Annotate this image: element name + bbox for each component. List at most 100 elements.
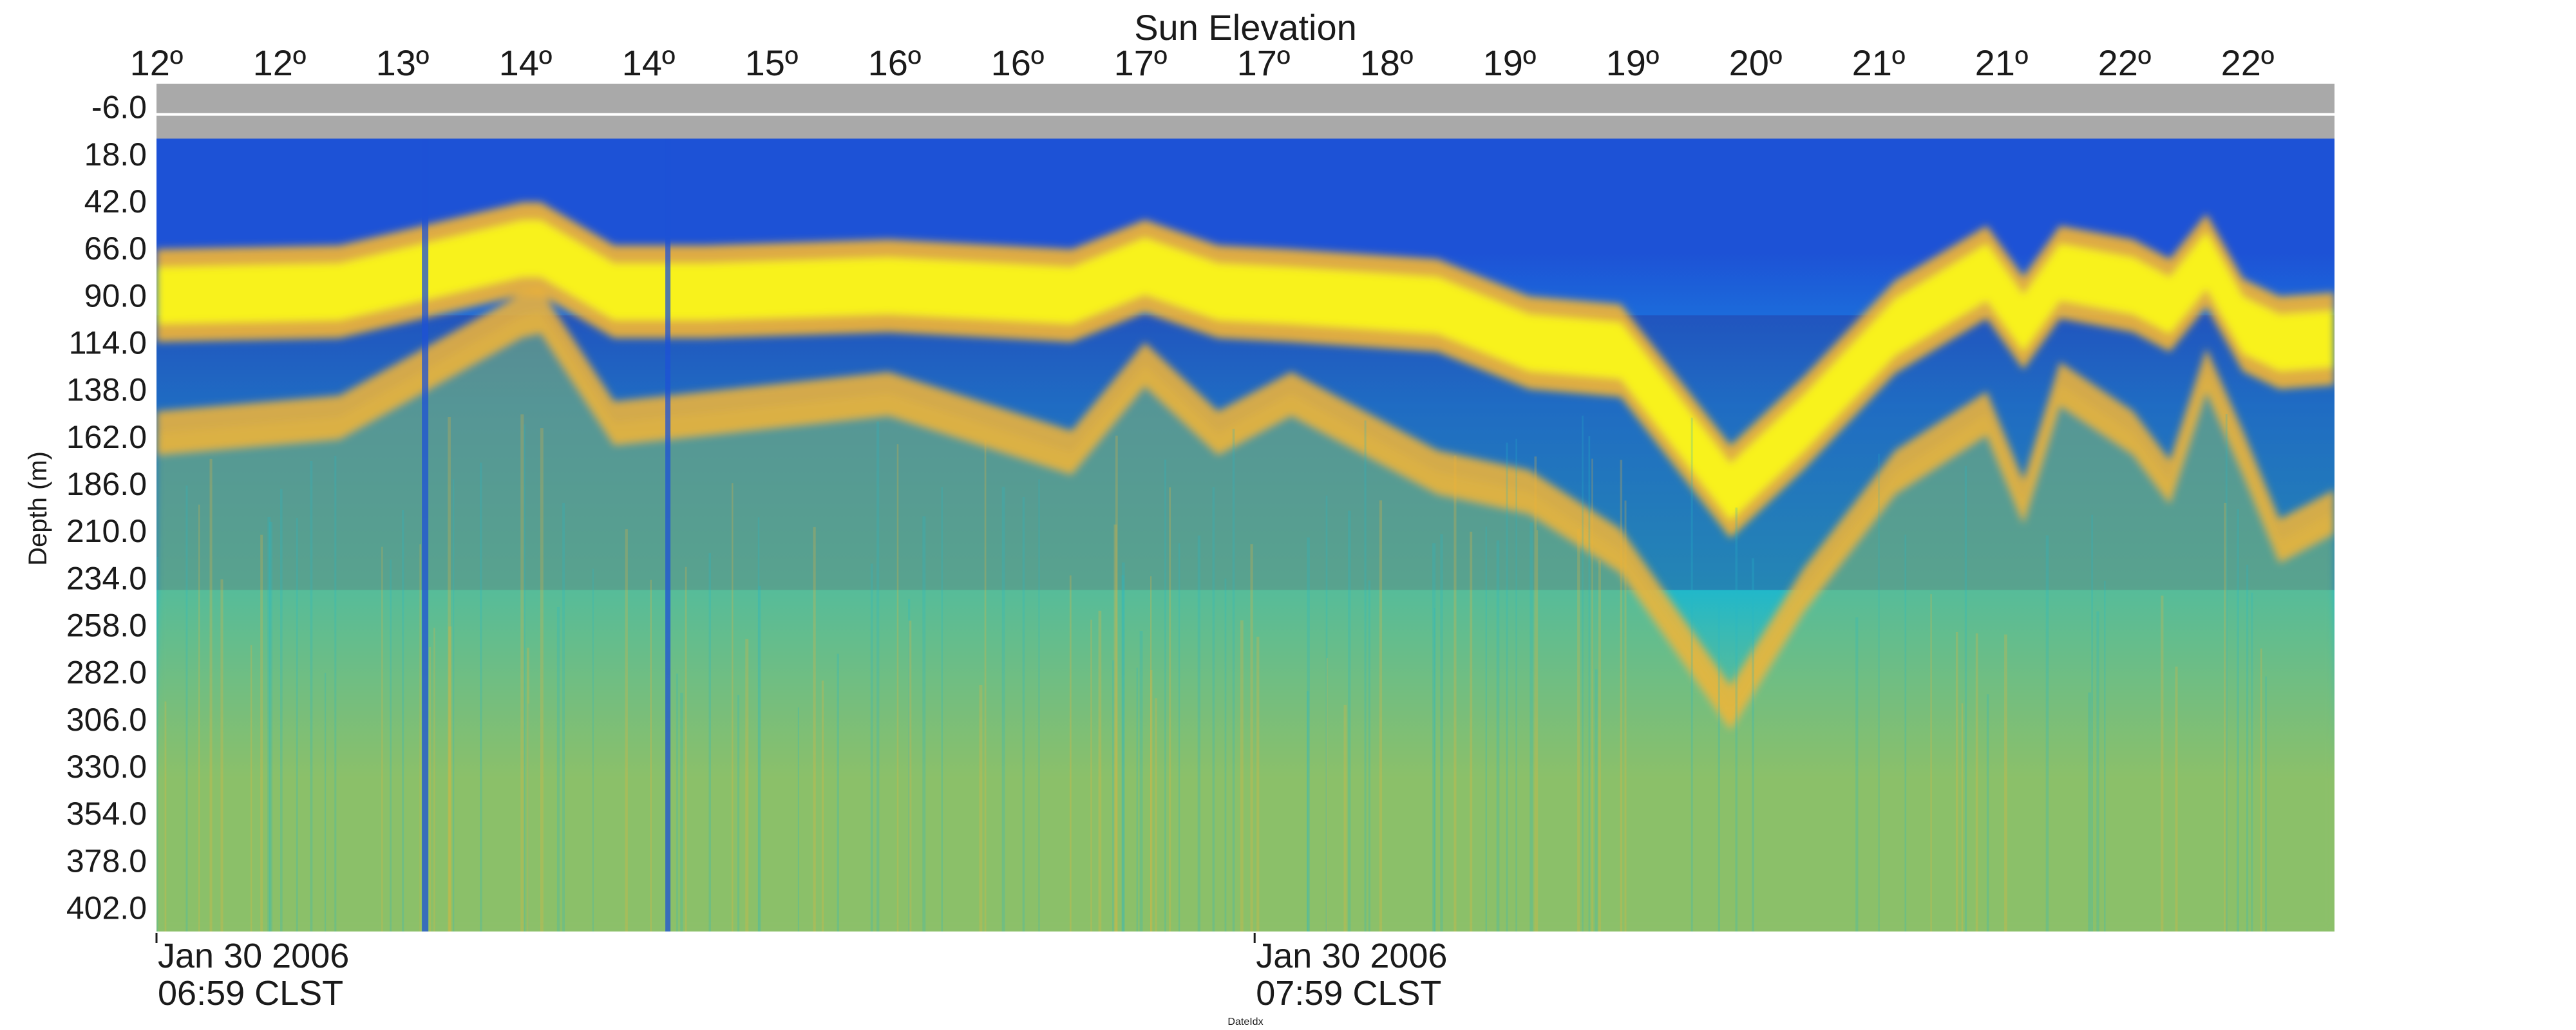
- no-data-zone: [156, 84, 2334, 139]
- depth-tick-label: 378.0: [66, 843, 147, 879]
- ping-streak: [1930, 594, 1932, 932]
- ping-streak: [2175, 666, 2178, 932]
- ping-streak: [1169, 487, 1171, 932]
- ping-streak: [1038, 479, 1040, 932]
- ping-streak: [908, 599, 911, 932]
- ping-streak: [1454, 455, 1457, 932]
- top-tick-label: 14º: [499, 42, 553, 83]
- depth-tick-label: 258.0: [66, 607, 147, 643]
- depth-tick-label: 162.0: [66, 419, 147, 455]
- ping-streak: [2246, 565, 2249, 932]
- ping-streak: [1964, 465, 1967, 932]
- top-tick-label: 15º: [745, 42, 799, 83]
- ping-streak: [2045, 535, 2049, 932]
- bottom-tick-time: 07:59 CLST: [1256, 974, 1441, 1013]
- ping-streak: [1113, 524, 1117, 932]
- ping-streak: [198, 504, 200, 932]
- ping-streak: [260, 534, 263, 932]
- ping-streak: [520, 414, 524, 932]
- top-tick-label: 12º: [253, 42, 307, 83]
- bottom-tick-date: Jan 30 2006: [1256, 937, 1447, 975]
- ping-streak: [325, 673, 327, 932]
- ping-streak: [2004, 634, 2007, 932]
- ping-streak: [1515, 438, 1517, 932]
- ping-streak: [592, 568, 594, 932]
- ping-streak: [1955, 632, 1958, 932]
- scattering-layer-1: [156, 220, 2334, 521]
- ping-streak: [685, 566, 687, 932]
- ping-streak: [821, 680, 824, 932]
- ping-streak: [562, 503, 565, 932]
- ping-streak: [1598, 560, 1601, 932]
- ping-streak: [1250, 544, 1253, 932]
- ping-streak: [1718, 601, 1720, 932]
- ping-streak: [1530, 522, 1533, 932]
- ping-streak: [524, 424, 526, 932]
- ping-streak: [1855, 617, 1859, 932]
- ping-streak: [1307, 691, 1309, 932]
- ping-streak: [2224, 503, 2227, 932]
- ping-streak: [1150, 576, 1152, 932]
- ping-streak: [1197, 535, 1200, 932]
- depth-tick-label: 18.0: [84, 136, 147, 173]
- ping-streak: [334, 455, 337, 932]
- ping-streak: [979, 685, 983, 932]
- ping-streak: [1150, 670, 1153, 932]
- ping-streak: [1139, 631, 1143, 932]
- ping-streak: [1343, 704, 1347, 932]
- ping-streak: [540, 428, 544, 932]
- top-tick-label: 19º: [1483, 42, 1537, 83]
- depth-tick-label: 138.0: [66, 372, 147, 408]
- depth-tick-label: 114.0: [69, 324, 147, 360]
- ping-streak: [1536, 530, 1539, 932]
- depth-tick-label: 66.0: [84, 230, 147, 267]
- ping-streak: [2225, 414, 2228, 932]
- depth-tick-label: 330.0: [66, 749, 147, 785]
- ping-streak: [1624, 500, 1627, 932]
- ping-streak: [1582, 415, 1584, 932]
- ping-streak: [1506, 442, 1508, 932]
- ping-streak: [1485, 526, 1487, 932]
- ping-streak: [896, 444, 899, 932]
- ping-streak: [2096, 611, 2099, 932]
- ping-streak: [1325, 495, 1328, 932]
- chart-title: Sun Elevation: [1134, 7, 1357, 48]
- ping-streak: [448, 626, 452, 932]
- ping-streak: [1591, 458, 1593, 932]
- ping-streak: [1577, 529, 1580, 932]
- ping-streak: [1368, 580, 1370, 932]
- top-tick-label: 16º: [868, 42, 922, 83]
- top-axis-ticks: 12º 12º 13º 14º 14º 15º 16º 16º 17º 17º 18º 19º 19º 2…: [130, 42, 2275, 83]
- ping-streak: [2088, 692, 2092, 932]
- ping-streak: [1136, 668, 1138, 932]
- depth-tick-label: 402.0: [66, 890, 147, 926]
- depth-tick-label: -6.0: [91, 89, 147, 126]
- scattering-layer-2: [156, 289, 2334, 730]
- ping-streak: [453, 479, 455, 932]
- depth-tick-label: 354.0: [66, 796, 147, 832]
- ping-streak: [1470, 531, 1473, 932]
- top-tick-label: 18º: [1360, 42, 1414, 83]
- ping-streak: [1904, 534, 1907, 932]
- bottom-tick-time: 06:59 CLST: [158, 974, 343, 1013]
- ping-streak: [1364, 420, 1367, 932]
- ping-streak: [1588, 436, 1591, 932]
- ping-streak: [1256, 637, 1260, 932]
- ping-streak: [941, 487, 943, 932]
- ping-streaks: [156, 84, 2267, 932]
- top-tick-label: 22º: [2221, 42, 2275, 83]
- ping-streak: [280, 489, 283, 932]
- top-tick-label: 13º: [376, 42, 430, 83]
- ping-streak: [625, 529, 628, 932]
- no-data-strip: [156, 84, 2334, 139]
- ping-streak: [1022, 497, 1025, 932]
- ping-streak: [1961, 703, 1964, 932]
- top-tick-label: 22º: [2098, 42, 2152, 83]
- ping-streak: [1155, 698, 1157, 932]
- ping-streak: [2260, 648, 2262, 932]
- ping-streak: [390, 559, 392, 932]
- ping-streak: [419, 544, 421, 932]
- ping-streak: [813, 527, 816, 932]
- depth-tick-label: 42.0: [84, 183, 147, 220]
